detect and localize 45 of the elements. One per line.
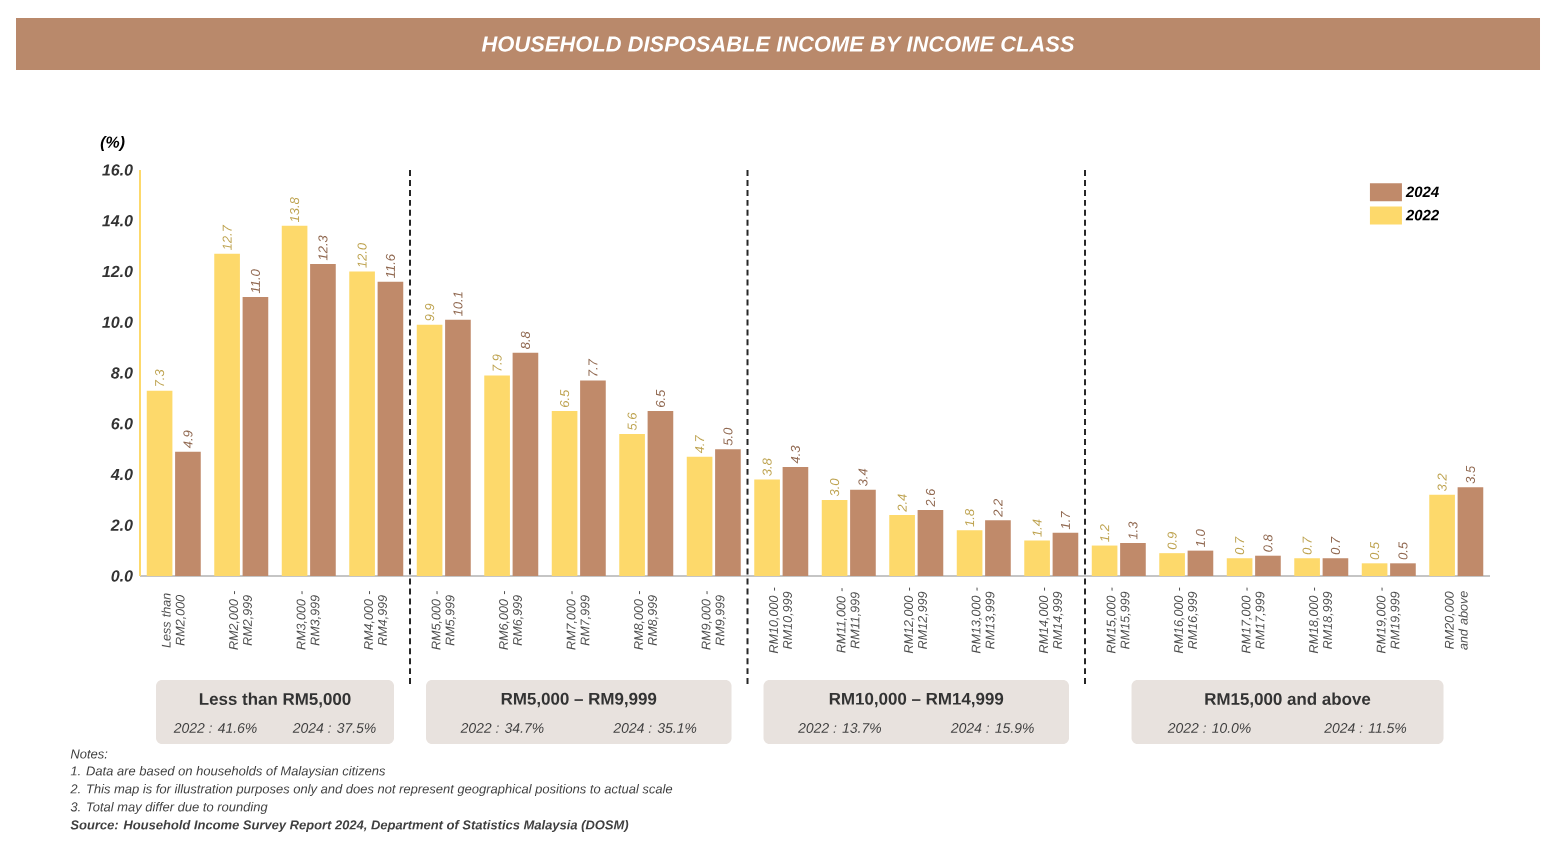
bar bbox=[580, 380, 606, 577]
bar bbox=[1120, 543, 1146, 577]
text: Less than RM5,000 bbox=[199, 692, 351, 708]
bar bbox=[619, 433, 645, 577]
bar bbox=[1361, 563, 1388, 577]
bar bbox=[1294, 558, 1320, 577]
bar bbox=[310, 263, 336, 577]
bar bbox=[1226, 558, 1253, 577]
bar bbox=[416, 324, 443, 577]
bar bbox=[917, 510, 944, 577]
bar bbox=[754, 479, 780, 577]
bar bbox=[821, 499, 848, 577]
bar bbox=[1187, 550, 1214, 577]
bar bbox=[445, 319, 471, 577]
text: RM10,000 – RM14,999 bbox=[829, 692, 1004, 708]
bar bbox=[1457, 487, 1484, 577]
bar bbox=[1255, 555, 1281, 577]
bar bbox=[242, 296, 269, 577]
bar bbox=[956, 530, 983, 577]
bar bbox=[686, 456, 713, 577]
bar bbox=[512, 352, 539, 577]
bar bbox=[1091, 545, 1118, 577]
bar bbox=[1322, 558, 1349, 577]
bar bbox=[1024, 540, 1050, 577]
bar bbox=[349, 271, 375, 577]
chart-title: HOUSEHOLD DISPOSABLE INCOME BY INCOME CLASS bbox=[481, 36, 1075, 52]
bar bbox=[175, 451, 201, 577]
bar bbox=[1052, 532, 1079, 577]
bar bbox=[1390, 563, 1416, 577]
bar bbox=[281, 225, 308, 577]
bar bbox=[1159, 553, 1185, 577]
bar bbox=[985, 520, 1011, 577]
bar bbox=[214, 253, 240, 577]
bar bbox=[377, 281, 404, 577]
text: RM5,000 – RM9,999 bbox=[501, 692, 657, 708]
bar bbox=[850, 489, 876, 577]
bar bbox=[782, 466, 809, 577]
bar bbox=[146, 390, 173, 577]
bar bbox=[889, 515, 915, 577]
bar bbox=[484, 375, 510, 577]
bar bbox=[551, 411, 578, 577]
text: RM15,000 and above bbox=[1205, 692, 1371, 708]
bar bbox=[1429, 494, 1455, 577]
bar bbox=[647, 411, 674, 577]
bar bbox=[715, 449, 741, 577]
